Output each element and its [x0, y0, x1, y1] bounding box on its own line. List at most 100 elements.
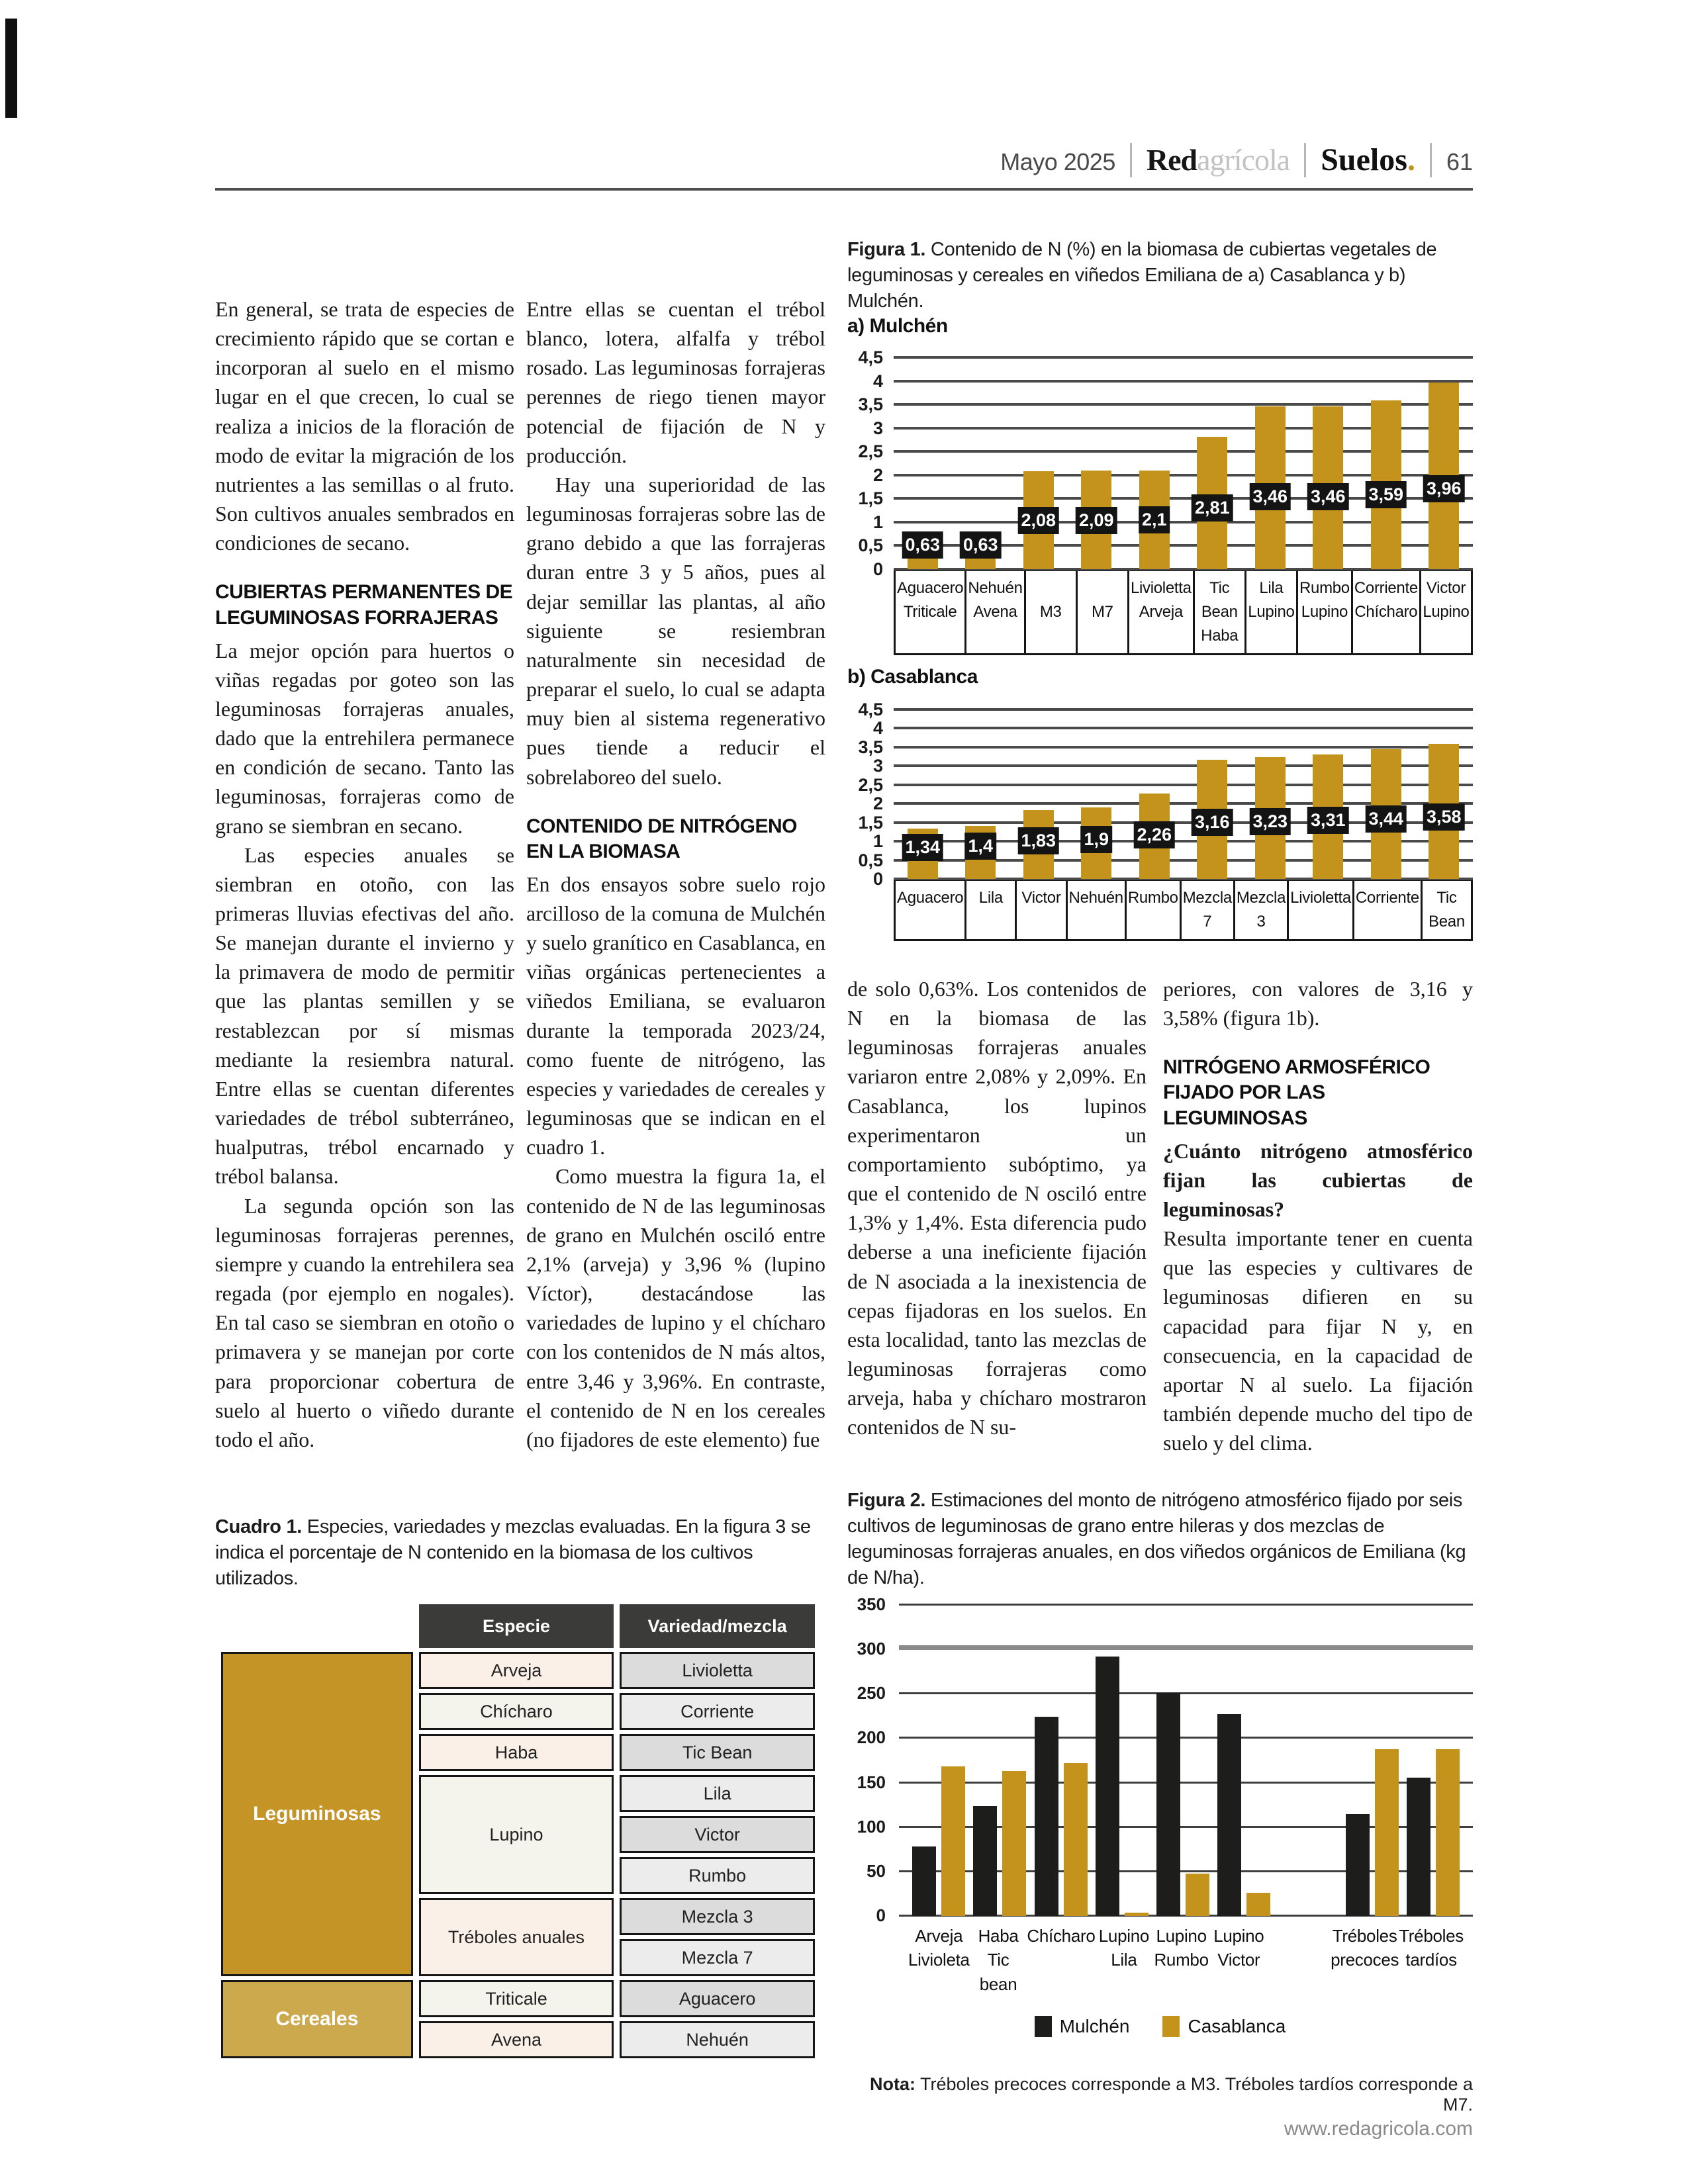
gridline: [894, 745, 1473, 749]
bar: 3,46: [1249, 406, 1291, 569]
especie-cell: Lupino: [418, 1775, 614, 1894]
figura1a-chart: 0 0,5 1 1,5 2 2,5 3 3,5 4 4,5 0,63 0,63 2,08 2,09 2,1 2…: [847, 347, 1474, 655]
y-axis-tick: 300: [857, 1639, 886, 1659]
figura2-nota: Nota: Tréboles precoces corresponde a M3…: [847, 2074, 1473, 2115]
bar-value-label: 1,4: [964, 833, 997, 860]
bar-groups: [899, 1605, 1473, 1916]
y-axis-tick: 1: [872, 512, 883, 532]
y-axis-tick: 4: [872, 371, 883, 391]
y-axis-tick: 50: [867, 1860, 886, 1881]
bar: 1,34: [902, 828, 944, 879]
gridline: [894, 708, 1473, 711]
bar-value-label: 2,1: [1138, 506, 1170, 534]
bar-value-label: 3,46: [1307, 483, 1349, 511]
y-axis-tick: 3,5: [858, 737, 883, 757]
y-axis-tick: 1: [872, 831, 883, 852]
gridline: [899, 1692, 1473, 1695]
legend-swatch-mulchén: [1034, 2016, 1052, 2038]
paragraph: Entre ellas se cuentan el trébol blanco,…: [526, 297, 825, 467]
x-axis: Aguacero Lila Victor Nehuén Rumbo Mezcla 7 Mez…: [894, 879, 1473, 941]
group-cell: Leguminosas: [221, 1652, 413, 1976]
especie-cell: Tréboles anuales: [418, 1898, 614, 1976]
bar: 1,83: [1017, 809, 1060, 879]
table-corner-empty: [221, 1604, 413, 1648]
paragraph: Hay una superioridad de las leguminosas …: [526, 472, 825, 789]
bar-group: [969, 1771, 1030, 1916]
category-label: Victor: [1015, 879, 1068, 941]
figura1-caption: Figura 1. Contenido de N (%) en la bioma…: [847, 237, 1456, 314]
gridline: [894, 821, 1473, 824]
gridline: [894, 544, 1473, 547]
bar-slot: 2,08: [1009, 471, 1068, 569]
bar-slot: 2,26: [1125, 794, 1184, 879]
article-column-4: periores, con valores de 3,16 y 3,58% (f…: [1163, 974, 1473, 1457]
figura1b-chart: 0 0,5 1 1,5 2 2,5 3 3,5 4 4,5 1,34 1,4 1,83 1,9 2,26 3,…: [847, 700, 1473, 941]
variedad-cell: Aguacero: [620, 1980, 815, 2017]
bar-casablanca: [1246, 1893, 1271, 1916]
gridline: [894, 473, 1473, 477]
table-row: Chícharo Corriente: [221, 1693, 815, 1730]
category-label: Rumbo: [1124, 879, 1182, 941]
bar-value-label: 2,08: [1017, 506, 1060, 534]
figura1-caption-label: Figura 1.: [847, 239, 926, 260]
bar-slot: 2,09: [1068, 471, 1126, 569]
especies-table: Especie Variedad/mezcla Leguminosas Arveja L…: [215, 1600, 821, 2062]
variedad-cell: Tic Bean: [620, 1734, 815, 1771]
table-row: Haba Tic Bean: [221, 1734, 815, 1771]
category-label: Tréboles tardíos: [1399, 1926, 1464, 1970]
paragraph: La segunda opción son las leguminosas fo…: [215, 1193, 514, 1451]
category-label: Haba Tic bean: [978, 1926, 1019, 1994]
bar-value-label: 3,31: [1307, 807, 1349, 835]
bar: 2,81: [1191, 437, 1233, 569]
category-label: Livioletta: [1287, 879, 1354, 941]
y-axis-tick: 0,5: [858, 850, 883, 870]
bar-value-label: 2,26: [1133, 821, 1176, 848]
bar: 0,63: [902, 531, 944, 569]
category-label: M3: [1023, 569, 1078, 655]
gridline: [899, 1645, 1473, 1651]
table-header-cell: Especie: [418, 1604, 614, 1648]
category-label: Tic Bean: [1420, 879, 1473, 941]
y-axis-tick: 3: [872, 756, 883, 776]
bar: 3,31: [1307, 754, 1349, 879]
section-title: Suelos.: [1321, 142, 1415, 178]
bar-value-label: 3,46: [1249, 483, 1291, 511]
bar-group: [1152, 1692, 1213, 1916]
bar-mulchén: [973, 1805, 998, 1916]
variedad-cell: Mezcla 7: [620, 1939, 815, 1976]
y-axis-tick: 1,5: [858, 812, 883, 833]
article-column-2: Entre ellas se cuentan el trébol blanco,…: [526, 295, 825, 1454]
bar-value-label: 3,23: [1249, 807, 1291, 835]
bar-slot: 3,46: [1299, 406, 1358, 569]
issue-date: Mayo 2025: [1000, 148, 1115, 175]
bar: 3,96: [1423, 383, 1465, 569]
section-heading: CUBIERTAS PERMANENTES DE LEGUMINOSAS FOR…: [215, 581, 513, 629]
bar-casablanca: [1374, 1749, 1399, 1916]
table-header-cell: Variedad/mezcla: [620, 1604, 815, 1648]
table-row: Victor: [221, 1816, 815, 1853]
table-row: Tréboles anuales Mezcla 3: [221, 1898, 815, 1976]
cuadro1-caption-label: Cuadro 1.: [215, 1516, 303, 1537]
table-row: Avena Nehuén: [221, 2021, 815, 2058]
x-axis: Arveja Livioleta Haba Tic bean Chícharo Lupi…: [899, 1916, 1473, 1996]
y-axis-tick: 150: [857, 1772, 886, 1792]
category-label: Lupino Victor: [1213, 1926, 1264, 1970]
y-axis-tick: 0: [876, 1905, 886, 1925]
paragraph-bold-question: ¿Cuánto nitrógeno atmosférico fijan las …: [1163, 1138, 1473, 1221]
bars-row: 0,63 0,63 2,08 2,09 2,1 2,81 3,46 3,46 3,59 3,96: [894, 357, 1473, 569]
gridline: [894, 450, 1473, 453]
bar-slot: 2,81: [1184, 437, 1242, 569]
bar-slot: 3,44: [1357, 749, 1415, 879]
bar-slot: 3,16: [1184, 760, 1242, 879]
gridline: [894, 878, 1473, 880]
section-heading: NITRÓGENO ARMOSFÉRICO FIJADO POR LAS LEG…: [1163, 1056, 1430, 1129]
group-cell: Cereales: [221, 1980, 413, 2058]
bar-slot: 3,96: [1415, 383, 1474, 569]
y-axis-tick: 2: [872, 794, 883, 814]
group-spacer: [1268, 1924, 1331, 1996]
website-url: www.redagricola.com: [1284, 2118, 1473, 2140]
bar-mulchén: [1156, 1692, 1180, 1916]
gridline: [894, 520, 1473, 523]
category-label: Tréboles precoces: [1331, 1926, 1399, 1970]
